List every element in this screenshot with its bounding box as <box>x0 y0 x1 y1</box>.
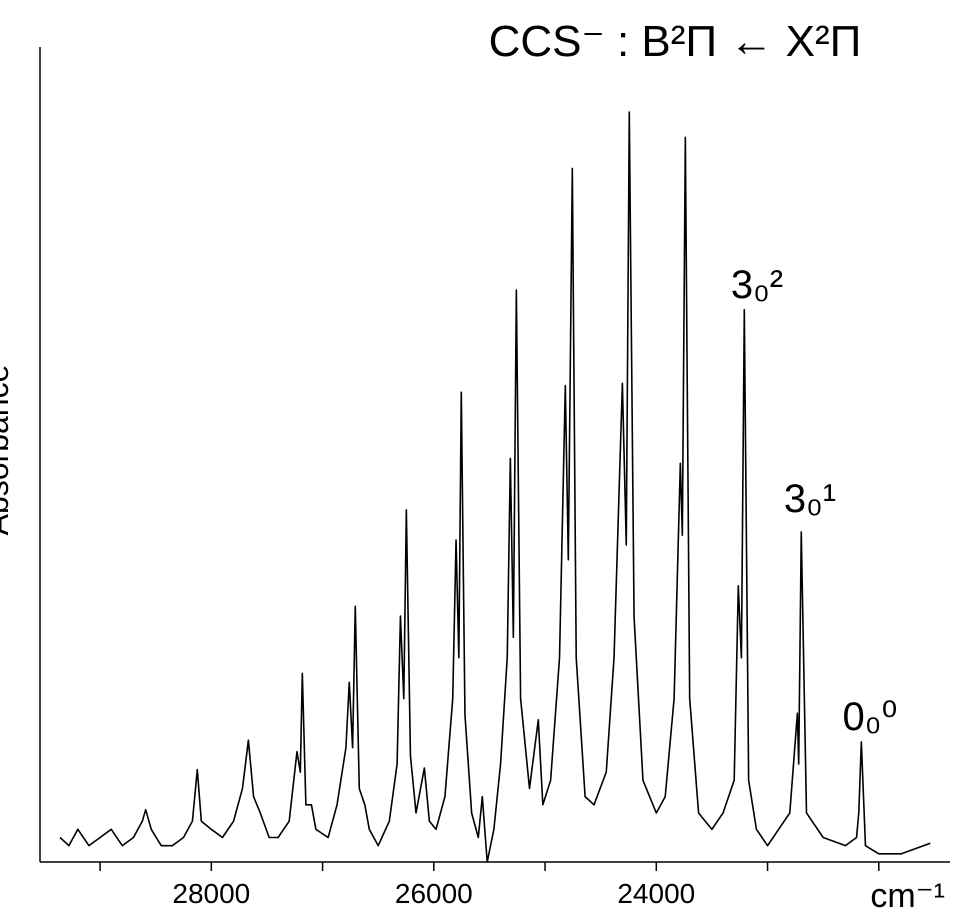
spectrum-line <box>59 111 931 863</box>
x-tick-label: 28000 <box>172 878 250 909</box>
x-axis-label: cm⁻¹ <box>870 877 945 915</box>
peak-annotation: 3₀² <box>731 263 783 307</box>
x-tick-label: 26000 <box>395 878 473 909</box>
x-tick-label: 24000 <box>617 878 695 909</box>
y-axis-label: Absorbance <box>0 365 15 536</box>
peak-annotation: 0₀⁰ <box>843 695 898 739</box>
peak-annotation: 3₀¹ <box>784 477 836 521</box>
chart-title: CCS⁻ : B²Π ← X²Π <box>489 17 862 66</box>
